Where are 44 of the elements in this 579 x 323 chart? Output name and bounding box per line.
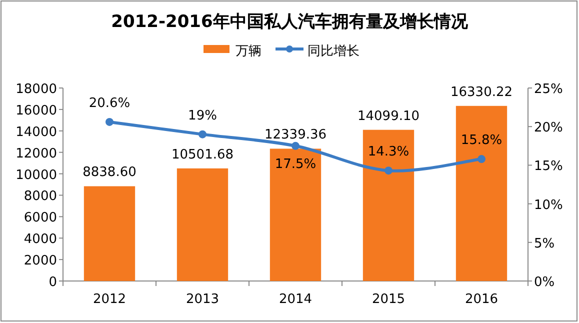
- data-label: 15.8%: [460, 133, 502, 148]
- point: [198, 130, 206, 138]
- data-label: 17.5%: [274, 156, 316, 172]
- x-tick-label: 2015: [372, 292, 406, 307]
- y-tick-label: 10000: [16, 168, 57, 183]
- data-label: 16330.22: [450, 84, 513, 100]
- point: [478, 155, 486, 164]
- y-tick-label: 6000: [24, 210, 57, 226]
- y2-tick-label: 10%: [534, 198, 563, 213]
- point: [384, 166, 392, 175]
- data-label: 14099.10: [357, 108, 420, 124]
- y2-tick-label: 25%: [534, 82, 563, 97]
- data-label: 19%: [188, 108, 217, 124]
- y-tick-label: 4000: [24, 232, 57, 248]
- y-tick-label: 16000: [16, 103, 57, 118]
- y-tick-label: 18000: [16, 82, 57, 97]
- chart-title: 2012-2016年中国私人汽车拥有量及增长情况: [111, 12, 469, 32]
- bar: [270, 148, 322, 281]
- data-label: 10501.68: [171, 147, 234, 162]
- y2-tick-label: 5%: [534, 236, 555, 252]
- point: [292, 142, 300, 150]
- bar: [176, 168, 228, 281]
- y-tick-label: 14000: [16, 124, 57, 140]
- point: [106, 118, 114, 126]
- y2-tick-label: 20%: [534, 120, 563, 136]
- y-tick-label: 0: [48, 275, 57, 290]
- data-label: 12339.36: [264, 128, 327, 143]
- data-label: 14.3%: [368, 144, 410, 160]
- y-tick-label: 12000: [16, 146, 57, 162]
- x-tick-label: 2014: [278, 292, 312, 307]
- data-label: 20.6%: [88, 96, 130, 111]
- y-tick-label: 8000: [24, 189, 57, 204]
- y2-tick-label: 0%: [534, 275, 555, 290]
- y-tick-label: 2000: [24, 254, 57, 269]
- x-tick-label: 2016: [464, 292, 498, 307]
- data-label: 8838.60: [82, 165, 136, 180]
- legend-label: 同比增长: [308, 44, 360, 59]
- legend-label: 万辆: [236, 44, 262, 59]
- y2-tick-label: 15%: [534, 159, 563, 174]
- x-tick-label: 2013: [186, 292, 220, 307]
- bar: [362, 130, 414, 281]
- x-tick-label: 2012: [92, 292, 126, 307]
- bar: [84, 186, 136, 281]
- bar: [456, 106, 508, 281]
